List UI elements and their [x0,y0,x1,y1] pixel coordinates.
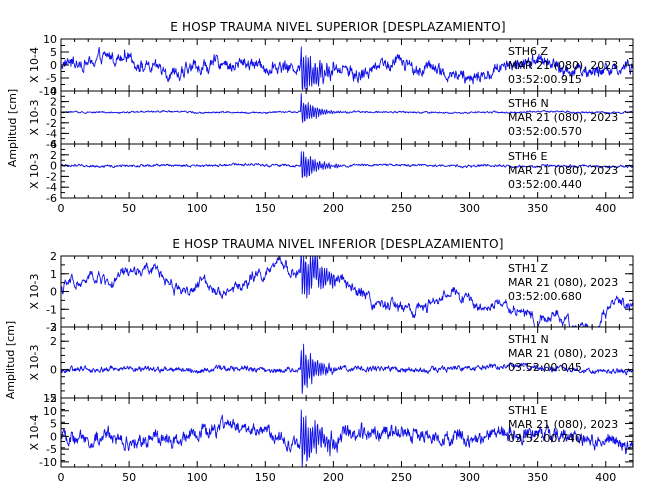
time-label: 03:52:00.680 [508,290,582,303]
x-tick-label: 100 [187,471,208,484]
station-label: STH1 E [508,404,547,417]
y-tick-label: 5 [50,46,57,59]
y-scale-label: X 10-4 [28,47,41,83]
y-tick-label: -4 [46,127,57,140]
y-tick-label: 3 [50,321,57,334]
x-tick-label: 100 [187,202,208,215]
seismic-trace [60,409,634,468]
x-tick-label: 200 [323,202,344,215]
x-tick-label: 0 [58,202,65,215]
y-scale-label: X 10-3 [28,100,41,136]
figure-1-title: E HOSP TRAUMA NIVEL SUPERIOR [DESPLAZAMI… [170,20,505,34]
time-label: 03:52:00.570 [508,125,582,138]
time-label: 03:52:00.045 [508,361,582,374]
figure-2-ylabel: Amplitud [cm] [4,321,17,399]
x-tick-label: 50 [122,202,136,215]
date-label: MAR 21 (080), 2023 [508,347,618,360]
y-tick-label: -5 [46,443,57,456]
date-label: MAR 21 (080), 2023 [508,59,618,72]
y-tick-label: -6 [46,192,57,205]
y-tick-label: -10 [39,85,57,98]
x-tick-label: 50 [122,471,136,484]
date-label: MAR 21 (080), 2023 [508,164,618,177]
y-tick-label: 10 [43,405,57,418]
y-tick-label: 0 [50,106,57,119]
station-label: STH1 N [508,333,549,346]
y-tick-label: 4 [50,138,57,151]
seismic-trace [60,46,634,92]
station-label: STH6 Z [508,45,548,58]
y-tick-label: -1 [46,303,57,316]
y-tick-label: 0 [50,59,57,72]
figure-1-ylabel: Amplitud [cm] [6,89,19,167]
y-tick-label: -10 [39,456,57,469]
y-tick-label: 2 [50,149,57,162]
x-tick-label: 250 [391,471,412,484]
x-tick-label: 250 [391,202,412,215]
seismic-trace [60,92,634,124]
x-tick-label: 200 [323,471,344,484]
seismic-trace [60,343,634,395]
x-tick-label: 400 [595,471,616,484]
x-tick-label: 150 [255,471,276,484]
y-tick-label: 2 [50,250,57,263]
y-tick-label: 0 [50,286,57,299]
y-tick-label: -4 [46,181,57,194]
x-tick-label: 300 [459,202,480,215]
y-scale-label: X 10-3 [28,345,41,381]
time-label: 03:52:00.915 [508,73,582,86]
x-tick-label: 150 [255,202,276,215]
date-label: MAR 21 (080), 2023 [508,418,618,431]
x-tick-label: 350 [527,202,548,215]
y-tick-label: 0 [50,364,57,377]
y-tick-label: -6 [46,138,57,151]
y-tick-label: -5 [46,72,57,85]
y-tick-label: 2 [50,96,57,109]
y-tick-label: 0 [50,160,57,173]
y-tick-label: -2 [46,392,57,405]
x-tick-label: 300 [459,471,480,484]
y-tick-label: -2 [46,117,57,130]
y-scale-label: X 10-4 [28,415,41,451]
x-tick-label: 350 [527,471,548,484]
date-label: MAR 21 (080), 2023 [508,276,618,289]
y-tick-label: 0 [50,430,57,443]
y-tick-label: 4 [50,85,57,98]
y-tick-label: 1 [50,268,57,281]
station-label: STH6 E [508,150,547,163]
x-tick-label: 400 [595,202,616,215]
y-tick-label: 5 [50,418,57,431]
seismic-trace [60,151,634,178]
y-tick-label: 15 [43,392,57,405]
y-scale-label: X 10-3 [28,153,41,189]
x-tick-label: 0 [58,471,65,484]
y-scale-label: X 10-3 [28,274,41,310]
y-tick-label: 10 [43,33,57,46]
y-tick-label: -2 [46,321,57,334]
y-tick-label: -2 [46,170,57,183]
time-label: 03:52:00.440 [508,178,582,191]
station-label: STH1 Z [508,262,548,275]
date-label: MAR 21 (080), 2023 [508,111,618,124]
figure-2-title: E HOSP TRAUMA NIVEL INFERIOR [DESPLAZAMI… [172,237,503,251]
y-tick-label: 2 [50,335,57,348]
station-label: STH6 N [508,97,549,110]
time-label: 03:52:00.740 [508,432,582,445]
